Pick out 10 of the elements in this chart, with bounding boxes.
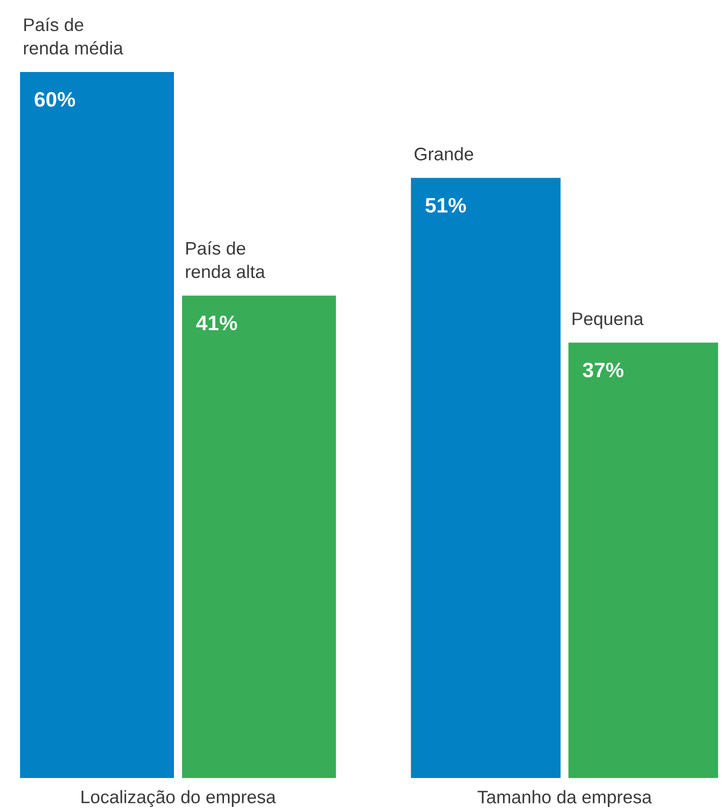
data-label: 41% [196, 316, 238, 330]
x-tick-label: País de renda alta [186, 241, 266, 278]
data-label: 37% [582, 362, 624, 378]
data-label: 51% [425, 198, 466, 213]
x-tick-label: País de renda média [24, 18, 124, 55]
data-label: 60% [34, 92, 76, 107]
x-tick-label: Grande [414, 147, 474, 160]
x-axis-title: Tamanho da empresa [478, 790, 652, 807]
x-tick-label: Pequena [572, 312, 644, 329]
x-axis-title: Localização do empresa [82, 790, 276, 807]
